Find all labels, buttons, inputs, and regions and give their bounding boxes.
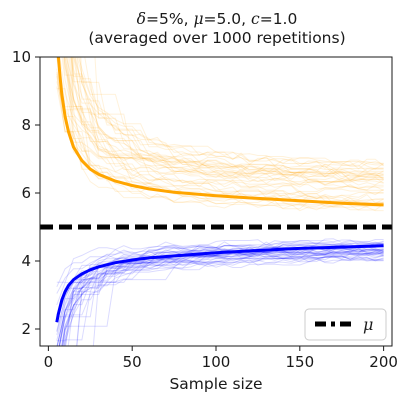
y-tick-label-10: 10 [12,48,31,66]
lower-trajectory-9 [56,242,384,317]
y-axis-ticks: 2 4 6 8 10 [12,48,40,338]
lower-trajectory-23 [61,255,384,346]
upper-trajectory-6 [59,57,384,175]
upper-trajectory-5 [69,57,384,176]
title-delta-symbol: δ [137,10,146,28]
x-axis-ticks: 0 50 100 150 200 [44,346,398,371]
upper-trajectory-39 [74,57,384,181]
title-delta-value: =5%, [146,10,193,28]
x-tick-label-150: 150 [285,353,314,371]
upper-trajectory-38 [68,57,384,182]
lower-trajectory-32 [56,241,384,333]
lower-trajectory-39 [56,248,384,346]
lower-trajectory-11 [56,256,384,346]
chart-title-line1: δ=5%, μ=5.0, c=1.0 [137,10,298,28]
lower-trajectory-15 [63,257,384,346]
lower-trajectory-20 [62,246,384,346]
lower-trajectory-38 [59,251,384,346]
lower-trajectory-31 [92,248,384,346]
legend: μ [304,308,387,341]
upper-trajectory-9 [67,57,384,202]
upper-trajectory-23 [56,57,384,179]
lower-trajectory-7 [56,250,384,316]
upper-trajectory-10 [73,57,384,174]
lower-trajectory-3 [64,239,384,346]
lower-trajectory-4 [56,243,384,288]
lower-trajectory-34 [56,256,384,342]
upper-trajectory-31 [84,57,384,170]
upper-trajectory-15 [71,57,384,177]
y-tick-label-6: 6 [21,184,31,202]
upper-trajectory-32 [70,57,384,205]
upper-trajectory-12 [71,57,384,172]
upper-trajectory-36 [74,57,384,204]
upper-trajectory-8 [76,57,384,166]
lower-trajectory-8 [62,255,384,346]
upper-trajectory-30 [56,88,384,191]
lower-trajectory-19 [56,253,384,320]
upper-trajectory-19 [56,73,384,212]
lower-trajectory-25 [61,248,384,346]
upper-trajectory-25 [63,57,384,186]
lower-mean-line [55,244,384,323]
upper-trajectory-21 [70,57,384,205]
lower-trajectory-35 [56,254,384,346]
lower-trajectory-37 [67,251,384,346]
upper-trajectory-2 [56,75,384,211]
x-tick-label-100: 100 [202,353,231,371]
y-tick-label-2: 2 [21,320,31,338]
upper-trajectory-7 [76,57,384,184]
upper-trajectory-33 [64,57,384,196]
chart-title-line2: (averaged over 1000 repetitions) [88,29,345,47]
x-axis-label: Sample size [169,375,262,393]
lower-trajectory-18 [58,248,384,346]
lower-trajectory-29 [56,243,384,331]
x-tick-label-50: 50 [123,353,142,371]
upper-mean-line [56,57,384,207]
upper-trajectory-34 [79,57,384,180]
upper-trajectory-3 [72,57,384,170]
upper-trajectory-11 [56,81,384,180]
title-c-value: =1.0 [260,10,298,28]
title-mu-value: =5.0, [204,10,252,28]
upper-trajectory-14 [63,57,384,208]
x-tick-label-200: 200 [369,353,398,371]
mean-lines [55,57,384,323]
upper-trajectory-13 [56,86,384,199]
upper-trajectory-0 [62,57,384,184]
lower-trajectory-5 [56,241,384,323]
lower-trajectory-1 [63,258,384,346]
upper-trajectory-26 [80,57,384,176]
title-mu-symbol: μ [193,10,203,28]
upper-trajectory-27 [56,57,384,188]
upper-trajectory-20 [77,57,384,166]
upper-trajectory-1 [61,57,384,173]
lower-trajectory-28 [63,253,384,346]
chart-title: δ=5%, μ=5.0, c=1.0 (averaged over 1000 r… [88,10,345,47]
lower-trajectory-0 [56,245,384,346]
upper-trajectory-18 [72,57,384,185]
upper-trajectory-4 [73,57,384,167]
y-tick-label-4: 4 [21,252,31,270]
legend-mu-label: μ [363,315,373,334]
upper-trajectory-28 [56,71,384,182]
lower-trajectory-17 [58,244,384,346]
x-tick-label-0: 0 [44,353,54,371]
y-tick-label-8: 8 [21,116,31,134]
title-c-symbol: c [251,10,260,28]
lower-trajectory-21 [76,249,384,346]
upper-trajectory-16 [65,57,384,177]
lower-trajectory-16 [56,249,384,306]
upper-trajectory-35 [94,57,384,191]
lower-trajectory-24 [56,238,384,283]
upper-trajectory-17 [64,57,384,193]
